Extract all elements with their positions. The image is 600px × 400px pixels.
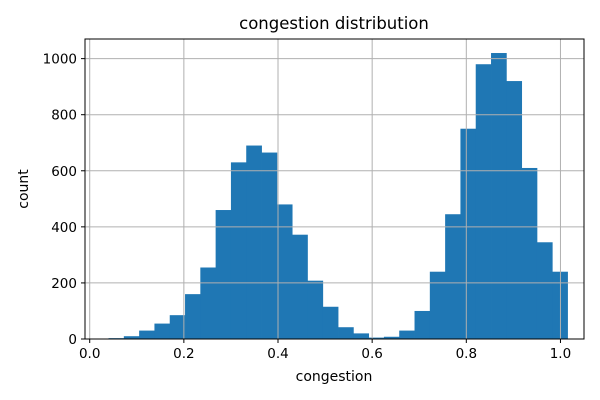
histogram-bar bbox=[429, 271, 446, 339]
histogram-bar bbox=[230, 162, 247, 339]
histogram-bar bbox=[307, 280, 324, 339]
histogram-bar bbox=[491, 53, 507, 340]
y-tick-label: 200 bbox=[51, 276, 77, 292]
histogram-bar bbox=[460, 128, 477, 339]
plot-frame bbox=[84, 38, 585, 340]
x-axis-label: congestion bbox=[296, 369, 373, 385]
histogram-bar bbox=[246, 145, 262, 339]
histogram-bar bbox=[338, 327, 354, 339]
histogram-bar bbox=[353, 333, 370, 339]
histogram-bar bbox=[123, 336, 140, 339]
histogram-bar bbox=[276, 204, 293, 339]
x-tick-label: 0.8 bbox=[456, 346, 477, 362]
histogram-bar bbox=[506, 81, 523, 339]
x-tick-label: 0.0 bbox=[79, 346, 100, 362]
x-tick-label: 0.4 bbox=[267, 346, 288, 362]
histogram-bar bbox=[521, 167, 538, 339]
x-tick-label: 0.6 bbox=[361, 346, 382, 362]
histogram-bar bbox=[322, 306, 339, 339]
y-axis-label: count bbox=[16, 169, 32, 209]
histogram-bar bbox=[475, 64, 492, 339]
axes-layer: 0.0 0.2 0.4 0.6 0.8 1.0 0 200 400 600 800 1000 bbox=[43, 38, 585, 362]
x-tick-label: 1.0 bbox=[550, 346, 571, 362]
histogram-bar bbox=[368, 337, 385, 339]
y-tick-label: 1000 bbox=[43, 52, 77, 68]
x-tick-label: 0.2 bbox=[173, 346, 194, 362]
y-tick-label: 800 bbox=[51, 108, 77, 124]
histogram-bar bbox=[139, 330, 155, 339]
histogram-bar bbox=[261, 152, 278, 339]
histogram-bar bbox=[414, 310, 431, 339]
chart-title: congestion distribution bbox=[239, 14, 429, 33]
histogram-bar bbox=[215, 210, 232, 339]
histogram-bar bbox=[185, 294, 201, 339]
histogram-bar bbox=[200, 267, 217, 339]
histogram-bar bbox=[445, 214, 461, 339]
histogram-bar bbox=[536, 242, 553, 339]
histogram-bar bbox=[292, 234, 308, 339]
y-tick-label: 400 bbox=[51, 220, 77, 236]
histogram-bar bbox=[169, 315, 186, 339]
bars-layer bbox=[108, 53, 568, 340]
y-tick-label: 0 bbox=[68, 332, 77, 348]
histogram-bar bbox=[383, 336, 400, 339]
histogram-bar bbox=[154, 323, 171, 339]
histogram-bar bbox=[399, 330, 415, 339]
y-tick-label: 600 bbox=[51, 164, 77, 180]
